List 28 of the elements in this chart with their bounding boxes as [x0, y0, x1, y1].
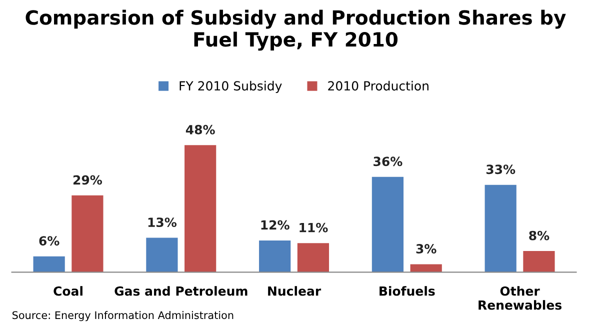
- data-label: 11%: [300, 222, 328, 232]
- data-label: 12%: [261, 220, 290, 230]
- x-tick-label: Nuclear: [268, 286, 322, 296]
- legend-label: FY 2010 Subsidy: [180, 80, 282, 94]
- bar: [372, 176, 404, 272]
- data-label: 6%: [39, 236, 60, 246]
- x-tick-label: Coal: [54, 286, 82, 296]
- data-label: 33%: [486, 164, 516, 174]
- data-label: 29%: [73, 175, 102, 185]
- bar: [523, 251, 555, 272]
- data-label: 48%: [186, 124, 215, 134]
- bar: [259, 240, 291, 272]
- data-label: 13%: [148, 218, 177, 228]
- bar: [484, 184, 516, 272]
- data-label: 3%: [416, 244, 436, 254]
- data-label: 36%: [374, 156, 402, 166]
- x-tick-label: Biofuels: [380, 286, 435, 296]
- bar: [33, 256, 65, 272]
- bar: [184, 145, 216, 272]
- legend-label: 2010 Production: [328, 80, 428, 91]
- data-label: 8%: [529, 230, 550, 240]
- bar: [146, 238, 178, 272]
- bar: [297, 243, 330, 272]
- chart-title: Comparsion of Subsidy and Production Shares by Fuel Type, FY 2010: [26, 10, 566, 51]
- bar: [72, 195, 104, 272]
- x-tick-label: Gas and Petroleum: [114, 286, 248, 296]
- source-note: Source: Energy Information Administration: [12, 311, 234, 322]
- x-tick-label: Other Renewables: [478, 286, 562, 310]
